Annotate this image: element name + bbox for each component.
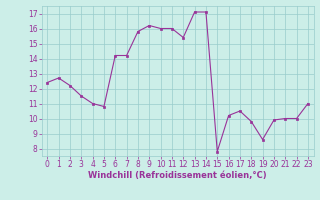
X-axis label: Windchill (Refroidissement éolien,°C): Windchill (Refroidissement éolien,°C) (88, 171, 267, 180)
